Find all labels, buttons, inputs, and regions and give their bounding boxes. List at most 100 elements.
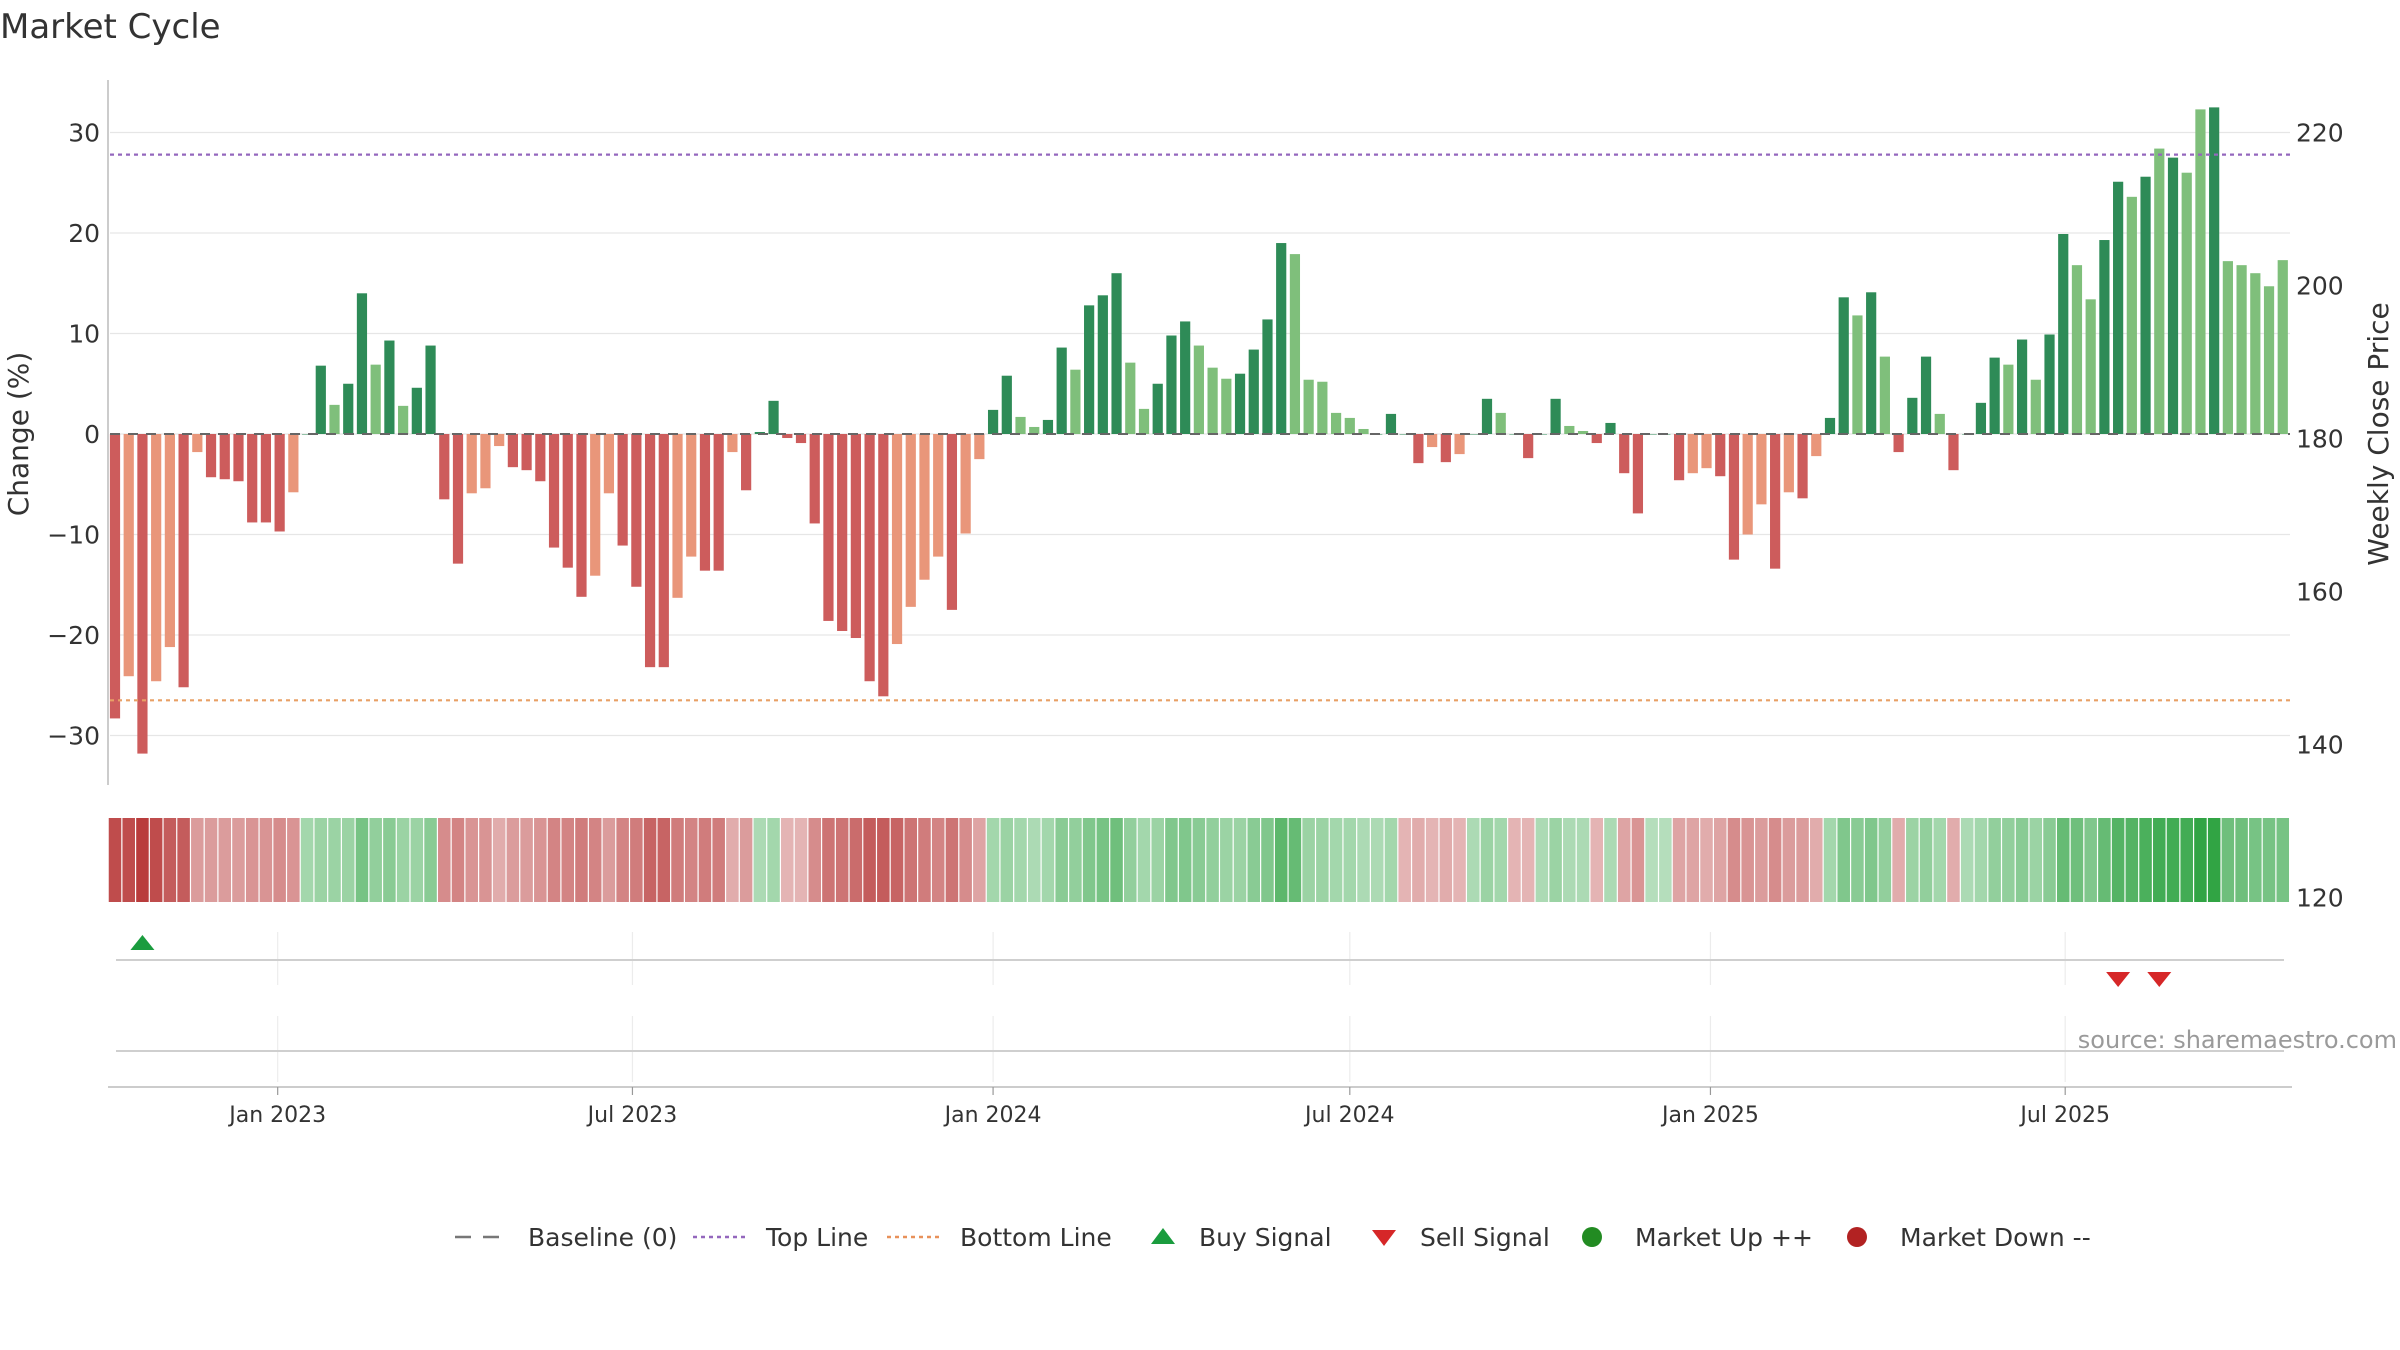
y-tick-label-left: −10	[47, 521, 100, 550]
heat-cell	[1755, 818, 1768, 902]
y-tick-label-left: 20	[68, 219, 100, 248]
heat-cell	[1220, 818, 1233, 902]
bar	[795, 434, 807, 444]
bar	[2058, 234, 2069, 434]
bar	[1399, 434, 1410, 435]
heat-cell	[1892, 818, 1905, 902]
heat-cell	[671, 818, 684, 902]
heat-cell	[1659, 818, 1672, 902]
bar	[1029, 426, 1040, 434]
bar	[123, 434, 134, 677]
reference-lines	[110, 153, 2290, 702]
legend-item: Market Up ++	[1582, 1223, 1813, 1252]
bar	[356, 293, 368, 434]
heat-cell	[1878, 818, 1892, 902]
heat-cell	[396, 818, 410, 902]
heat-cell	[712, 818, 725, 902]
bar	[1276, 243, 1287, 434]
bar	[933, 434, 944, 557]
heat-cell	[1741, 818, 1754, 902]
heat-cell	[1590, 818, 1604, 902]
heat-cell	[1906, 818, 1919, 902]
heat-cell	[465, 818, 478, 902]
heat-cell	[1014, 818, 1027, 902]
legend-label: Market Up ++	[1635, 1223, 1813, 1252]
bar	[2044, 334, 2055, 434]
bar	[1152, 383, 1163, 434]
bar	[809, 434, 820, 524]
signals-panel	[116, 932, 2284, 1082]
bar	[233, 434, 244, 482]
legend-item: Sell Signal	[1372, 1223, 1550, 1252]
heat-cell	[1316, 818, 1329, 902]
bar	[1523, 434, 1534, 459]
bar	[699, 434, 711, 571]
x-tick-label: Jul 2024	[1303, 1103, 1395, 1128]
bar	[2030, 379, 2041, 434]
bar	[398, 405, 409, 434]
heat-cell	[1549, 818, 1562, 902]
heat-cell	[2029, 818, 2043, 902]
heat-cell	[931, 818, 945, 902]
bars-layer	[109, 107, 2288, 754]
bar	[1715, 434, 1726, 477]
heat-cell	[1082, 818, 1096, 902]
bar	[1687, 434, 1698, 474]
bar	[1385, 413, 1397, 434]
bar	[1646, 434, 1657, 435]
bar	[2195, 109, 2206, 434]
heat-cell	[1919, 818, 1933, 902]
heat-cell	[300, 818, 314, 902]
heat-cell	[1631, 818, 1645, 902]
buy-signal-marker	[130, 935, 155, 950]
x-axis: Jan 2023 Jul 2023 Jan 2024 Jul 2024 Jan 2025…	[108, 1086, 2292, 1128]
y-tick-label-right: 160	[2296, 578, 2344, 607]
heat-cell	[1247, 818, 1261, 902]
legend-item: Top Line	[693, 1223, 868, 1252]
heat-cell	[547, 818, 561, 902]
heat-cell	[684, 818, 698, 902]
heat-cell	[177, 818, 190, 902]
heat-cell	[739, 818, 753, 902]
bar	[288, 434, 299, 493]
heat-cell	[1480, 818, 1494, 902]
bar	[2085, 299, 2096, 434]
heat-cell	[1508, 818, 1521, 902]
heat-cell	[1576, 818, 1590, 902]
heat-cell	[1151, 818, 1164, 902]
heat-cell	[1261, 818, 1274, 902]
bar	[1975, 402, 1987, 434]
bar	[384, 340, 395, 434]
bar	[1344, 417, 1355, 434]
x-tick-label: Jul 2023	[586, 1103, 678, 1128]
heat-cell	[314, 818, 328, 902]
legend-item: Bottom Line	[887, 1223, 1112, 1252]
bar	[754, 431, 765, 434]
source-label: source: sharemaestro.com	[2078, 1026, 2397, 1054]
bar	[2154, 148, 2165, 434]
heat-cell	[1535, 818, 1549, 902]
bar	[1495, 412, 1506, 434]
bar	[1879, 356, 1890, 435]
bar	[137, 434, 148, 754]
bar	[1358, 428, 1369, 435]
heat-cell	[1110, 818, 1123, 902]
bar	[1015, 416, 1026, 435]
heat-cell	[1727, 818, 1741, 902]
heat-cell	[438, 818, 451, 902]
bar	[329, 404, 340, 434]
heat-cell	[1453, 818, 1466, 902]
legend-label: Market Down --	[1900, 1223, 2091, 1252]
bar	[2236, 265, 2247, 434]
heat-cell	[1768, 818, 1782, 902]
heat-cell	[1645, 818, 1658, 902]
bar	[1605, 422, 1616, 434]
bar	[1481, 398, 1493, 434]
heat-cell	[1810, 818, 1823, 902]
heat-cell	[781, 818, 794, 902]
bar	[1632, 434, 1644, 514]
heat-cell	[849, 818, 863, 902]
heat-cell	[2180, 818, 2193, 902]
heat-cell	[2221, 818, 2235, 902]
legend-item: Buy Signal	[1151, 1223, 1332, 1252]
